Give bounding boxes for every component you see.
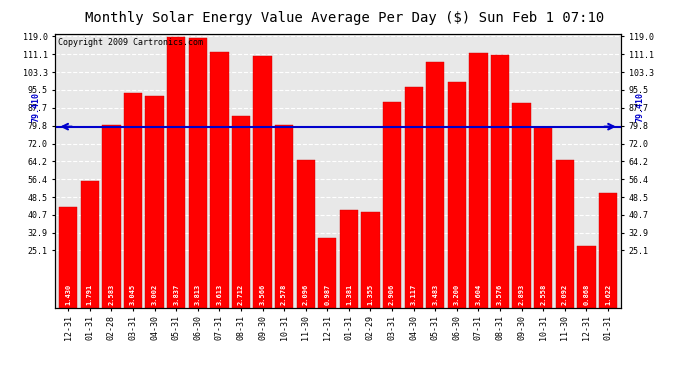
Text: 3.117: 3.117 xyxy=(411,284,417,305)
Text: 3.613: 3.613 xyxy=(217,284,222,305)
Text: 79.410: 79.410 xyxy=(31,92,40,122)
Bar xyxy=(339,210,358,308)
Bar xyxy=(578,246,595,308)
Bar xyxy=(362,212,380,308)
Bar xyxy=(448,81,466,308)
Text: 2.583: 2.583 xyxy=(108,284,115,305)
Bar xyxy=(599,193,618,308)
Text: 1.622: 1.622 xyxy=(605,284,611,305)
Bar xyxy=(232,116,250,308)
Text: 0.868: 0.868 xyxy=(584,284,589,305)
Text: 3.200: 3.200 xyxy=(454,284,460,305)
Text: 1.355: 1.355 xyxy=(368,284,373,305)
Text: 2.893: 2.893 xyxy=(519,284,524,305)
Text: 1.430: 1.430 xyxy=(65,284,71,305)
Text: 1.381: 1.381 xyxy=(346,284,352,305)
Bar xyxy=(534,127,553,308)
Bar xyxy=(513,103,531,308)
Bar xyxy=(426,62,444,308)
Bar xyxy=(124,93,142,308)
Text: 3.813: 3.813 xyxy=(195,284,201,305)
Text: 3.576: 3.576 xyxy=(497,284,503,305)
Bar xyxy=(210,53,228,308)
Bar xyxy=(275,126,293,308)
Bar xyxy=(167,37,186,308)
Text: Copyright 2009 Cartronics.com: Copyright 2009 Cartronics.com xyxy=(58,38,203,47)
Bar xyxy=(146,96,164,308)
Text: 3.604: 3.604 xyxy=(475,284,482,305)
Bar xyxy=(555,160,574,308)
Text: 2.712: 2.712 xyxy=(238,284,244,305)
Text: 79.410: 79.410 xyxy=(636,92,645,122)
Text: 3.483: 3.483 xyxy=(432,284,438,305)
Bar xyxy=(297,159,315,308)
Text: 3.837: 3.837 xyxy=(173,284,179,305)
Text: 3.002: 3.002 xyxy=(152,284,157,305)
Text: 2.558: 2.558 xyxy=(540,284,546,305)
Text: 2.906: 2.906 xyxy=(389,284,395,305)
Bar xyxy=(469,53,488,307)
Text: 0.987: 0.987 xyxy=(324,284,331,305)
Text: 3.045: 3.045 xyxy=(130,284,136,305)
Bar xyxy=(81,181,99,308)
Bar xyxy=(318,238,337,308)
Text: 2.578: 2.578 xyxy=(281,284,287,305)
Bar xyxy=(253,56,272,308)
Text: 1.791: 1.791 xyxy=(87,284,92,305)
Text: 2.096: 2.096 xyxy=(303,284,308,305)
Bar xyxy=(59,207,77,308)
Bar xyxy=(491,55,509,308)
Text: 3.566: 3.566 xyxy=(259,284,266,305)
Bar xyxy=(383,102,402,308)
Bar xyxy=(188,38,207,308)
Text: Monthly Solar Energy Value Average Per Day ($) Sun Feb 1 07:10: Monthly Solar Energy Value Average Per D… xyxy=(86,11,604,25)
Text: 2.092: 2.092 xyxy=(562,284,568,305)
Bar xyxy=(404,87,423,308)
Bar xyxy=(102,125,121,308)
